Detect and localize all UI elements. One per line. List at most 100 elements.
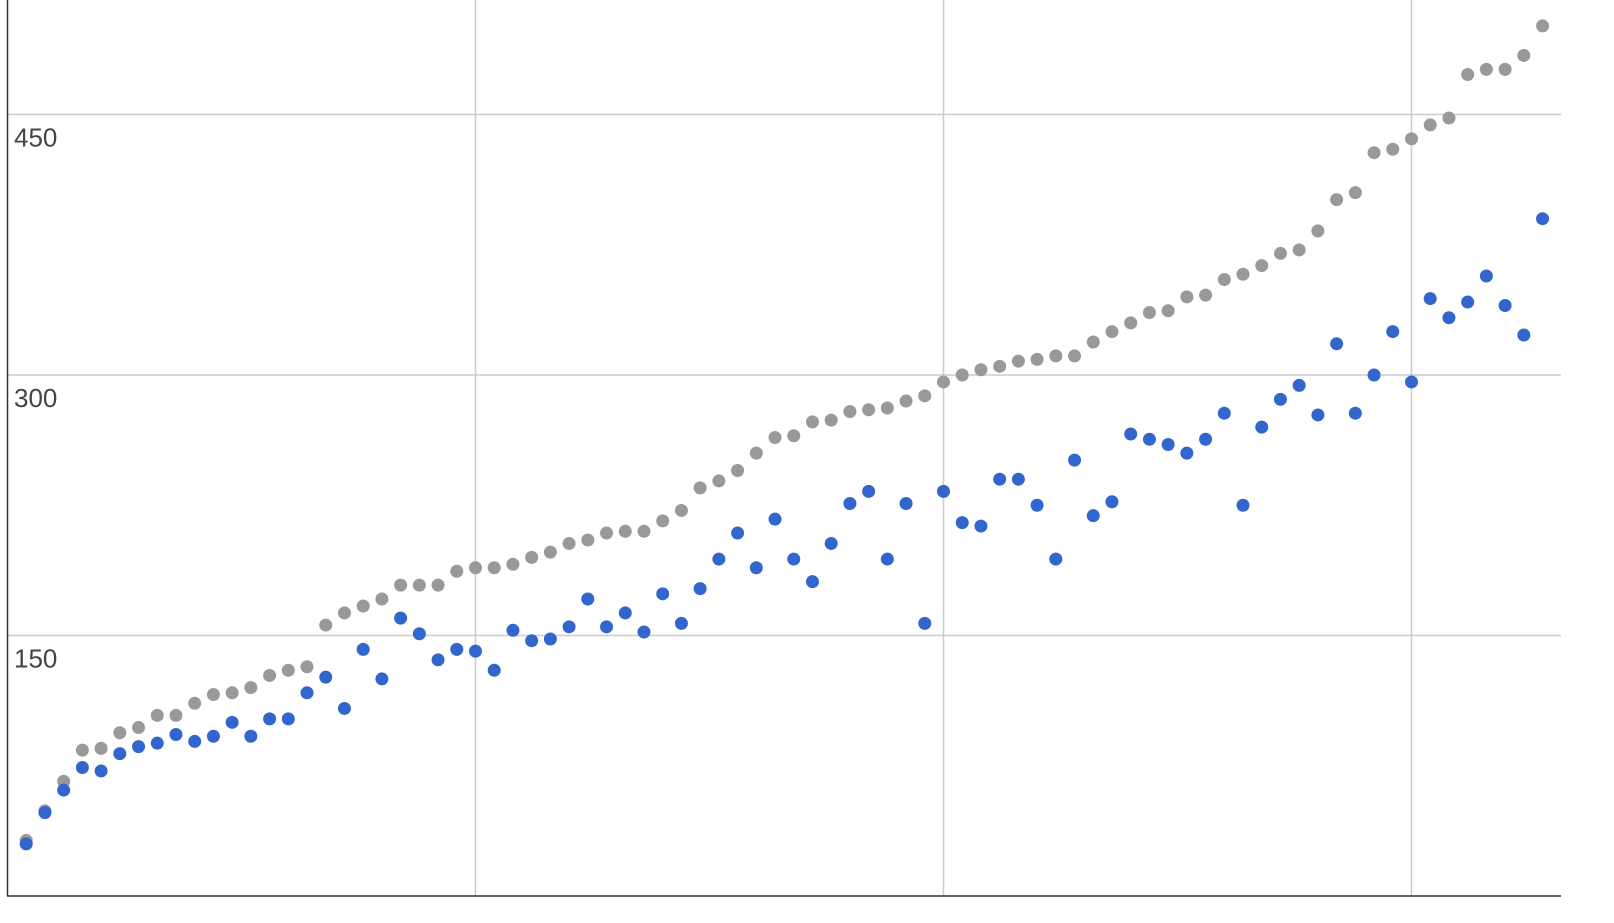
data-point[interactable]	[1161, 437, 1175, 451]
data-point[interactable]	[1423, 292, 1437, 306]
data-point[interactable]	[169, 727, 183, 741]
data-point[interactable]	[749, 561, 763, 575]
data-point[interactable]	[749, 446, 763, 460]
data-point[interactable]	[712, 474, 726, 488]
data-point[interactable]	[1217, 406, 1231, 420]
data-point[interactable]	[1498, 62, 1512, 76]
data-point[interactable]	[300, 686, 314, 700]
data-point[interactable]	[1255, 259, 1269, 273]
data-point[interactable]	[150, 708, 164, 722]
data-point[interactable]	[1199, 432, 1213, 446]
data-point[interactable]	[506, 557, 520, 571]
data-point[interactable]	[525, 634, 539, 648]
data-point[interactable]	[337, 701, 351, 715]
data-point[interactable]	[955, 368, 969, 382]
data-point[interactable]	[1330, 193, 1344, 207]
data-point[interactable]	[1105, 325, 1119, 339]
data-point[interactable]	[899, 497, 913, 511]
data-point[interactable]	[1011, 472, 1025, 486]
data-point[interactable]	[880, 552, 894, 566]
data-point[interactable]	[1330, 337, 1344, 351]
data-point[interactable]	[1030, 498, 1044, 512]
data-point[interactable]	[1049, 552, 1063, 566]
data-point[interactable]	[1292, 243, 1306, 257]
data-point[interactable]	[75, 743, 89, 757]
data-point[interactable]	[113, 747, 127, 761]
data-point[interactable]	[1348, 186, 1362, 200]
data-point[interactable]	[1442, 311, 1456, 325]
data-point[interactable]	[543, 632, 557, 646]
data-point[interactable]	[993, 472, 1007, 486]
data-point[interactable]	[132, 721, 146, 735]
data-point[interactable]	[937, 484, 950, 498]
data-point[interactable]	[150, 736, 164, 750]
data-point[interactable]	[1292, 378, 1306, 392]
data-point[interactable]	[1236, 498, 1250, 512]
data-point[interactable]	[768, 431, 782, 445]
data-point[interactable]	[1180, 446, 1194, 460]
data-point[interactable]	[656, 587, 670, 601]
data-point[interactable]	[1311, 224, 1325, 238]
data-point[interactable]	[206, 688, 220, 702]
data-point[interactable]	[1536, 212, 1550, 226]
data-point[interactable]	[525, 550, 539, 564]
data-point[interactable]	[1255, 420, 1269, 434]
data-point[interactable]	[1011, 354, 1025, 368]
data-point[interactable]	[206, 729, 220, 743]
data-point[interactable]	[319, 670, 333, 684]
data-point[interactable]	[1030, 352, 1044, 366]
data-point[interactable]	[188, 696, 202, 710]
data-point[interactable]	[674, 616, 688, 630]
data-point[interactable]	[1461, 295, 1475, 309]
data-point[interactable]	[1236, 267, 1250, 281]
data-point[interactable]	[319, 618, 333, 632]
data-point[interactable]	[1442, 111, 1456, 125]
data-point[interactable]	[1086, 509, 1100, 523]
data-point[interactable]	[1311, 408, 1325, 422]
data-point[interactable]	[1273, 246, 1287, 260]
data-point[interactable]	[899, 394, 913, 408]
data-point[interactable]	[281, 712, 295, 726]
data-point[interactable]	[94, 764, 108, 778]
data-point[interactable]	[843, 497, 857, 511]
data-point[interactable]	[394, 611, 408, 625]
data-point[interactable]	[450, 564, 464, 578]
data-point[interactable]	[431, 653, 445, 667]
data-point[interactable]	[824, 536, 838, 550]
data-point[interactable]	[862, 484, 876, 498]
data-point[interactable]	[1405, 132, 1418, 146]
data-point[interactable]	[356, 599, 370, 613]
data-point[interactable]	[731, 526, 745, 540]
data-point[interactable]	[1124, 316, 1138, 330]
data-point[interactable]	[862, 403, 876, 417]
data-point[interactable]	[1405, 375, 1418, 389]
data-point[interactable]	[281, 663, 295, 677]
data-point[interactable]	[1423, 118, 1437, 132]
data-point[interactable]	[1367, 368, 1381, 382]
data-point[interactable]	[1479, 269, 1493, 283]
data-point[interactable]	[805, 415, 819, 429]
data-point[interactable]	[1105, 495, 1119, 509]
data-point[interactable]	[450, 642, 464, 656]
data-point[interactable]	[918, 389, 932, 403]
data-point[interactable]	[1086, 335, 1100, 349]
data-point[interactable]	[375, 592, 389, 606]
data-point[interactable]	[412, 578, 426, 592]
data-point[interactable]	[974, 519, 988, 533]
data-point[interactable]	[1479, 62, 1493, 76]
data-point[interactable]	[169, 708, 183, 722]
data-point[interactable]	[693, 481, 707, 495]
data-point[interactable]	[581, 592, 595, 606]
data-point[interactable]	[263, 668, 277, 682]
data-point[interactable]	[674, 503, 688, 517]
data-point[interactable]	[431, 578, 445, 592]
data-point[interactable]	[244, 681, 258, 695]
data-point[interactable]	[412, 627, 426, 641]
data-point[interactable]	[562, 536, 576, 550]
data-point[interactable]	[263, 712, 277, 726]
data-point[interactable]	[843, 404, 857, 418]
data-point[interactable]	[993, 359, 1007, 373]
data-point[interactable]	[712, 552, 726, 566]
data-point[interactable]	[1367, 146, 1381, 160]
data-point[interactable]	[1461, 68, 1475, 82]
